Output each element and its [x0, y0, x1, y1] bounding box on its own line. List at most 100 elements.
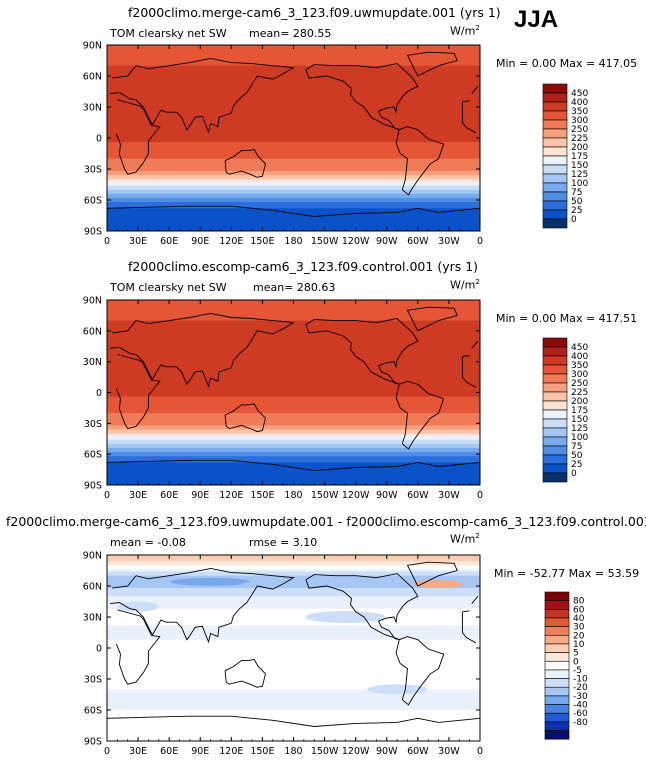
contour-band	[107, 594, 480, 597]
contour-band	[107, 150, 480, 154]
contour-band	[107, 349, 480, 352]
colorbar-box	[542, 418, 568, 429]
contour-band	[107, 697, 480, 701]
contour-band	[107, 173, 480, 176]
contour-band	[107, 156, 480, 160]
contour-band	[107, 80, 480, 83]
contour-band	[107, 596, 480, 599]
colorbar-box	[542, 155, 568, 166]
x-tick-label: 60E	[160, 236, 178, 247]
contour-band	[107, 724, 480, 728]
contour-band	[107, 189, 480, 193]
contour-band	[107, 152, 480, 156]
colorbar-box	[542, 355, 568, 366]
contour-band	[107, 306, 480, 309]
colorbar-label: -40	[573, 701, 588, 711]
contour-band	[107, 88, 480, 92]
colorbar-label: 20	[573, 631, 585, 641]
contour-band	[107, 687, 480, 690]
colorbar-box	[542, 400, 568, 411]
contour-band	[107, 411, 480, 414]
contour-band	[107, 718, 480, 721]
contour-band	[107, 104, 480, 108]
colorbar-box	[542, 218, 568, 229]
colorbar-label: 400	[571, 98, 588, 108]
x-tick-label: 120W	[342, 490, 370, 501]
colorbar-label: 125	[571, 424, 588, 434]
contour-band	[107, 187, 480, 191]
contour-band	[107, 318, 480, 322]
contour-band	[107, 625, 480, 628]
colorbar-label: 200	[571, 143, 588, 153]
contour-band	[107, 641, 480, 645]
colorbar-box	[542, 146, 568, 157]
contour-band	[107, 586, 480, 589]
contour-band	[107, 406, 480, 410]
map-field-2	[107, 300, 480, 485]
colorbar-label: 400	[571, 352, 588, 362]
contour-band	[107, 314, 480, 318]
colorbar-label: 80	[573, 597, 585, 607]
anomaly-patch	[367, 684, 428, 695]
contour-band	[107, 324, 480, 328]
contour-band	[107, 685, 480, 688]
contour-band	[107, 69, 480, 73]
x-tick-label: 60E	[160, 746, 178, 757]
x-tick-label: 30W	[438, 236, 460, 247]
x-tick-label: 0	[477, 490, 483, 501]
y-tick-label: 30N	[83, 357, 102, 368]
contour-band	[107, 57, 480, 61]
colorbar-box	[542, 472, 568, 483]
anomaly-patch	[305, 611, 386, 623]
contour-band	[107, 454, 480, 457]
contour-band	[107, 629, 480, 633]
contour-band	[107, 82, 480, 85]
contour-band	[107, 691, 480, 695]
colorbar-box	[542, 119, 568, 130]
panel3-title: f2000climo.merge-cam6_3_123.f09.uwmupdat…	[6, 514, 646, 529]
contour-band	[107, 322, 480, 326]
contour-band	[107, 123, 480, 127]
colorbar-box	[542, 337, 568, 348]
contour-band	[107, 662, 480, 666]
coastline	[110, 312, 479, 388]
contour-band	[107, 404, 480, 408]
contour-band	[107, 450, 480, 453]
contour-band	[107, 668, 480, 672]
contour-band	[107, 413, 480, 416]
contour-band	[107, 191, 480, 195]
contour-band	[107, 456, 480, 459]
colorbar-label: -5	[573, 666, 582, 676]
colorbar-box	[542, 101, 568, 112]
contour-band	[107, 310, 480, 313]
contour-band	[107, 635, 480, 639]
y-tick-label: 30N	[83, 103, 102, 114]
contour-band	[107, 592, 480, 595]
colorbar-box	[544, 660, 570, 671]
contour-band	[107, 670, 480, 674]
colorbar-box	[542, 200, 568, 211]
coastline	[224, 148, 266, 178]
contour-band	[107, 452, 480, 455]
contour-band	[107, 474, 480, 478]
panel1-variable-label: TOM clearsky net SW	[110, 27, 227, 40]
anomaly-patch	[242, 580, 303, 587]
contour-band	[107, 210, 480, 213]
panel2-minmax-label: Min = 0.00 Max = 417.51	[496, 312, 638, 325]
contour-band	[107, 567, 480, 571]
x-tick-label: 60W	[407, 490, 429, 501]
contour-band	[107, 371, 480, 375]
colorbar-label: 75	[571, 442, 582, 452]
contour-band	[107, 369, 480, 373]
contour-band	[107, 563, 480, 566]
contour-band	[107, 392, 480, 396]
contour-band	[107, 181, 480, 185]
y-tick-label: 30S	[84, 165, 102, 176]
x-tick-label: 120E	[219, 746, 243, 757]
contour-band	[107, 135, 480, 139]
contour-band	[107, 660, 480, 664]
contour-band	[107, 339, 480, 342]
coastline	[305, 63, 419, 131]
x-tick-label: 90W	[376, 236, 398, 247]
